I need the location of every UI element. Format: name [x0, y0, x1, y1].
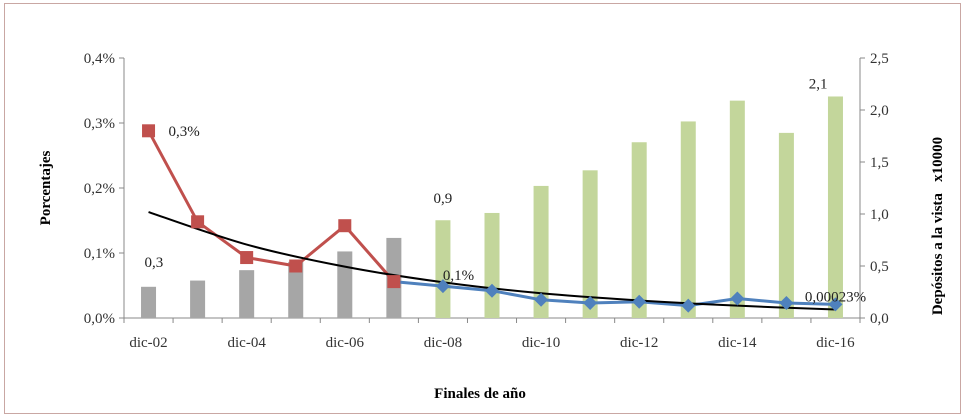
gray-bar [141, 286, 157, 318]
left-y-axis-title: Porcentajes [38, 150, 54, 225]
blue-diamond-marker [485, 283, 499, 298]
gray-bar [239, 270, 255, 318]
gray-bar [288, 261, 304, 318]
x-tick-label: dic-14 [718, 335, 757, 351]
right-tick-label: 2,0 [870, 103, 889, 119]
red-square-marker [240, 251, 254, 265]
left-tick-label: 0,1% [84, 246, 115, 262]
red-square-marker [142, 124, 156, 138]
left-tick-label: 0,3% [84, 116, 115, 132]
x-axis-title: Finales de año [434, 386, 526, 402]
red-series-line [147, 130, 395, 283]
blue-diamond-marker [534, 292, 549, 307]
red-square-marker [387, 275, 401, 289]
data-label: 2,1 [809, 76, 828, 92]
green-bar [582, 170, 598, 318]
right-tick-label: 0,5 [870, 259, 889, 275]
blue-diamond-marker [435, 279, 450, 294]
chart-frame [4, 3, 961, 414]
green-bar [435, 220, 451, 318]
green-bar [484, 212, 500, 318]
right-tick-label: 1,5 [870, 155, 889, 171]
x-tick-label: dic-02 [129, 335, 167, 351]
green-bar [729, 100, 745, 318]
right-y-axis-title: Depósitos a la vista x10000 [930, 137, 946, 315]
green-bar [631, 142, 647, 318]
blue-diamond-marker [583, 296, 598, 311]
green-bar [533, 185, 549, 318]
x-tick-label: dic-08 [424, 335, 462, 351]
blue-diamond-marker [681, 298, 696, 313]
gray-bar [337, 251, 353, 318]
data-label: 0,00023% [805, 289, 866, 305]
x-tick-label: dic-12 [620, 335, 658, 351]
right-tick-label: 2,5 [870, 51, 889, 67]
right-tick-label: 0,0 [870, 311, 889, 327]
trend-line [148, 211, 836, 311]
green-bar [827, 96, 843, 318]
data-label: 0,9 [434, 191, 453, 207]
green-bar [680, 121, 696, 318]
x-tick-label: dic-06 [326, 335, 365, 351]
blue-diamond-marker [632, 294, 647, 309]
red-square-marker [191, 215, 205, 229]
blue-series-line [393, 280, 836, 308]
left-tick-label: 0,0% [84, 311, 115, 327]
x-tick-label: dic-04 [228, 335, 267, 351]
blue-diamond-marker [779, 296, 794, 311]
x-tick-label: dic-10 [522, 335, 560, 351]
blue-diamond-marker [730, 291, 745, 306]
right-tick-label: 1,0 [870, 207, 889, 223]
gray-bar [190, 280, 206, 318]
red-square-marker [289, 259, 303, 273]
left-tick-label: 0,4% [84, 51, 115, 67]
data-label: 0,3% [169, 124, 200, 140]
blue-diamond-marker [828, 297, 843, 312]
data-label: 0,1% [443, 268, 474, 284]
x-tick-label: dic-16 [816, 335, 855, 351]
green-bar [778, 132, 794, 318]
left-tick-label: 0,2% [84, 181, 115, 197]
red-square-marker [338, 219, 352, 233]
data-label: 0,3 [145, 255, 164, 271]
